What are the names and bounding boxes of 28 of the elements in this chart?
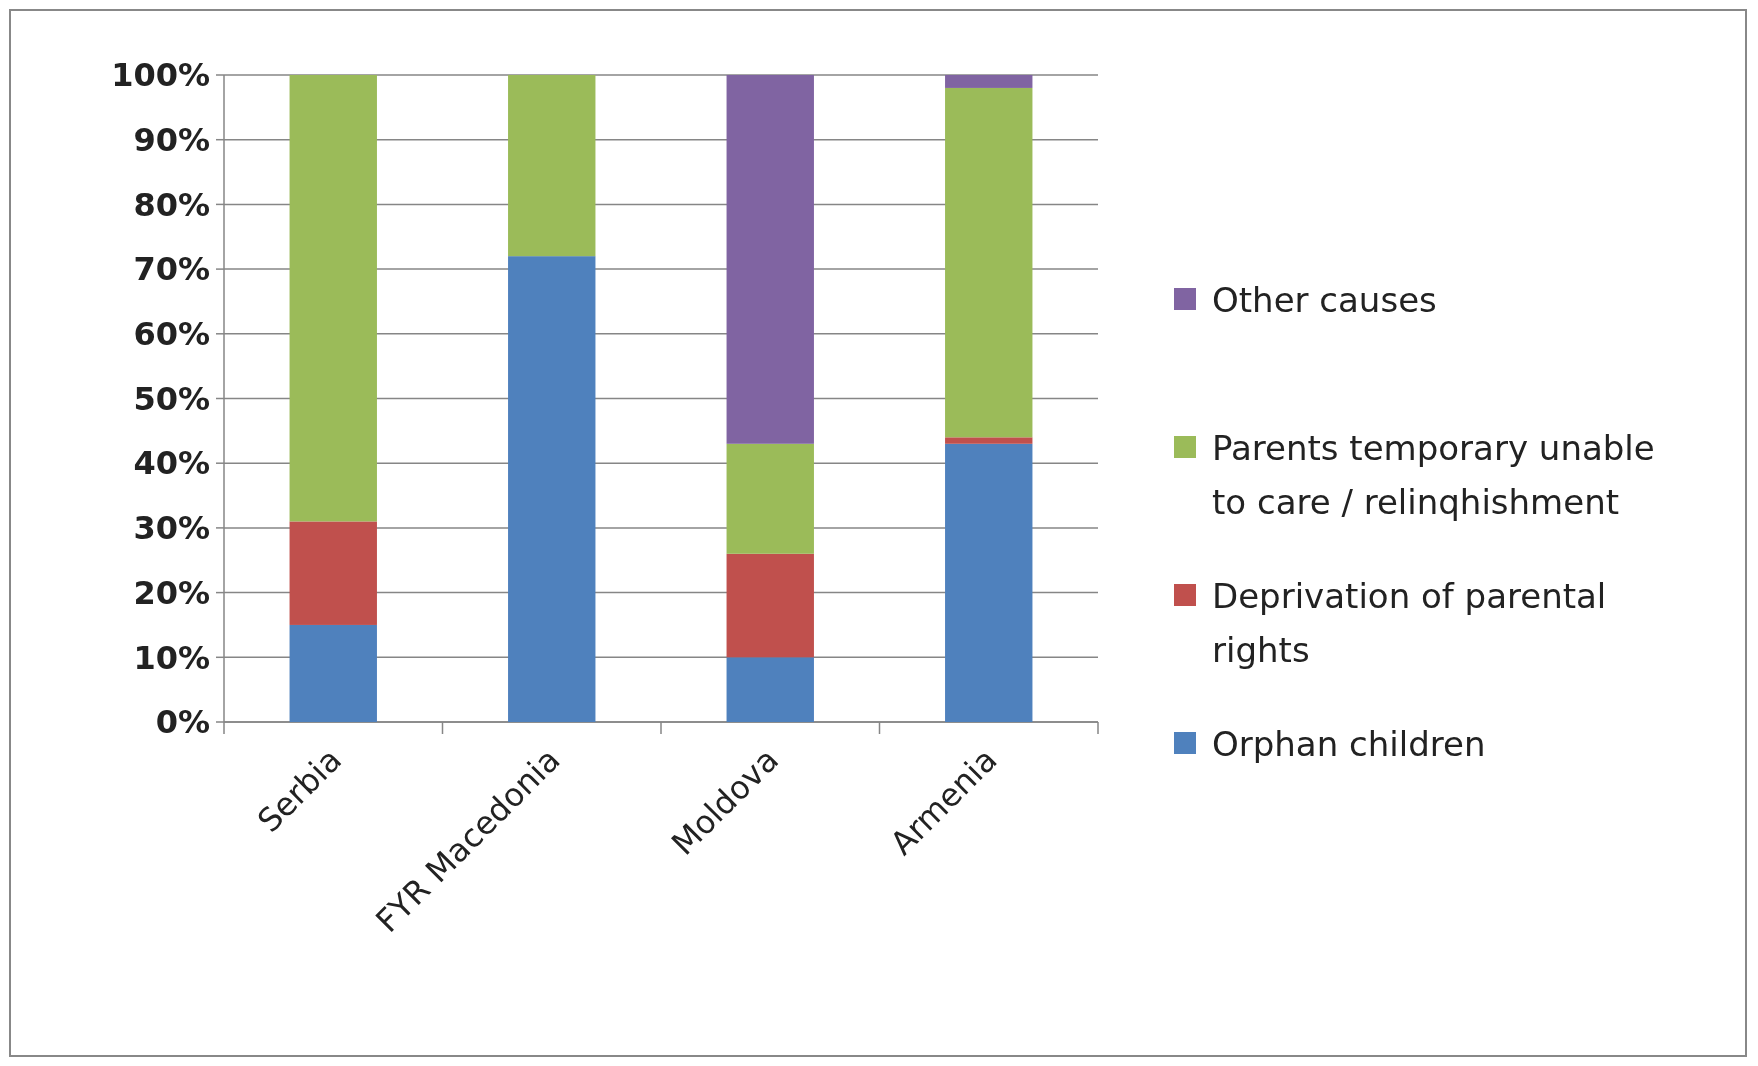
- legend-label: Orphan children: [1212, 723, 1486, 764]
- bar: [726, 553, 814, 658]
- y-tick-label: 60%: [133, 315, 210, 353]
- y-tick-label: 50%: [133, 379, 210, 418]
- bar: [945, 87, 1033, 438]
- y-tick-label: 0%: [155, 703, 210, 742]
- bar: [289, 75, 377, 522]
- y-tick-label: 90%: [133, 120, 210, 159]
- bar: [945, 75, 1033, 88]
- bar: [945, 443, 1033, 722]
- bar: [726, 657, 814, 722]
- y-tick-label: 20%: [133, 573, 210, 612]
- y-tick-label: 10%: [133, 638, 210, 677]
- bar: [945, 437, 1033, 444]
- y-tick-label: 40%: [133, 444, 210, 483]
- y-tick-label: 100%: [111, 56, 210, 95]
- legend-label: Parents temporary unable to care / relinqhishment: [1212, 427, 1655, 523]
- bar: [508, 75, 596, 257]
- bar: [508, 256, 596, 722]
- bar: [726, 75, 814, 444]
- y-tick-label: 80%: [133, 185, 210, 224]
- bar: [289, 624, 377, 722]
- y-tick-label: 70%: [133, 250, 210, 289]
- legend-label: Deprivation of parental rights: [1212, 575, 1607, 671]
- bar: [289, 521, 377, 625]
- bar: [726, 443, 814, 554]
- y-tick-label: 30%: [133, 509, 210, 548]
- legend-label: Other causes: [1212, 279, 1437, 320]
